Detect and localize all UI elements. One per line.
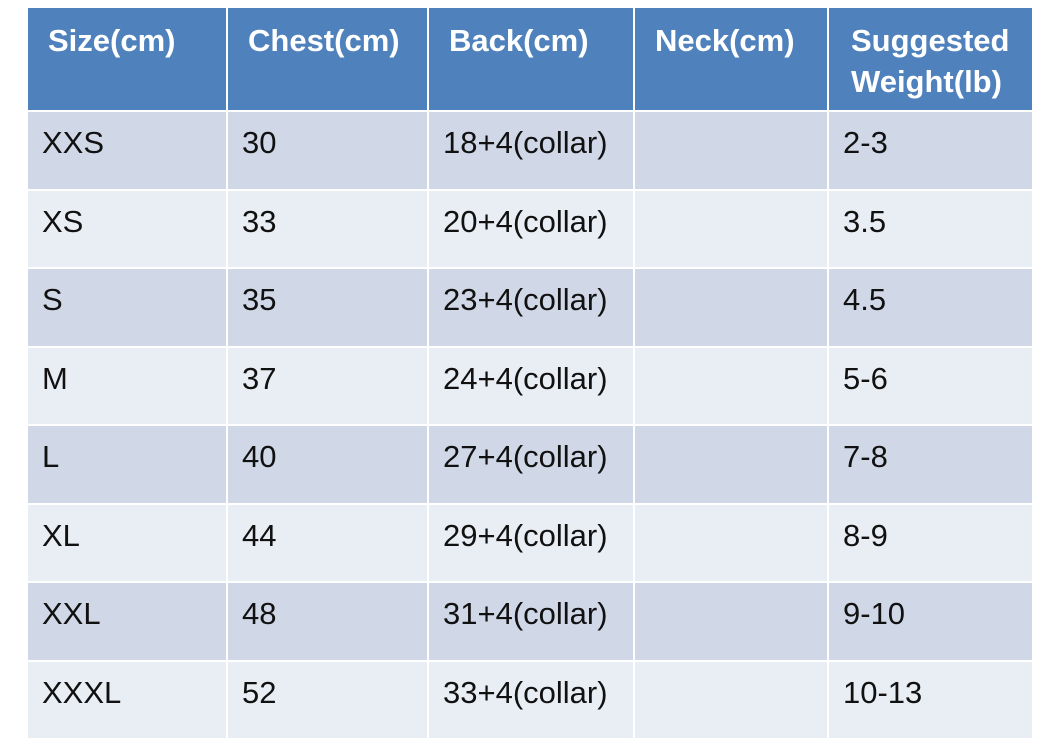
- table-row: S 35 23+4(collar) 4.5: [26, 267, 1034, 348]
- cell-chest: 33: [226, 188, 429, 269]
- cell-weight: 4.5: [827, 267, 1034, 348]
- table-row: L 40 27+4(collar) 7-8: [26, 424, 1034, 505]
- cell-chest: 37: [226, 345, 429, 426]
- cell-back: 31+4(collar): [427, 581, 635, 662]
- table-header: Size(cm) Chest(cm) Back(cm) Neck(cm) Sug…: [26, 6, 1034, 112]
- header-neck: Neck(cm): [633, 6, 829, 112]
- cell-chest: 35: [226, 267, 429, 348]
- header-chest: Chest(cm): [226, 6, 429, 112]
- cell-size: XXL: [26, 581, 228, 662]
- size-chart-table: Size(cm) Chest(cm) Back(cm) Neck(cm) Sug…: [26, 6, 1034, 740]
- cell-size: XXS: [26, 110, 228, 191]
- table-row: M 37 24+4(collar) 5-6: [26, 345, 1034, 426]
- cell-size: M: [26, 345, 228, 426]
- cell-chest: 30: [226, 110, 429, 191]
- cell-size: XXXL: [26, 659, 228, 740]
- cell-weight: 3.5: [827, 188, 1034, 269]
- cell-size: L: [26, 424, 228, 505]
- table-row: XXL 48 31+4(collar) 9-10: [26, 581, 1034, 662]
- table-row: XL 44 29+4(collar) 8-9: [26, 502, 1034, 583]
- cell-back: 27+4(collar): [427, 424, 635, 505]
- table-body: XXS 30 18+4(collar) 2-3 XS 33 20+4(colla…: [26, 110, 1034, 740]
- cell-back: 18+4(collar): [427, 110, 635, 191]
- cell-neck: [633, 188, 829, 269]
- cell-back: 33+4(collar): [427, 659, 635, 740]
- cell-neck: [633, 502, 829, 583]
- header-suggested-weight: Suggested Weight(lb): [827, 6, 1034, 112]
- cell-weight: 7-8: [827, 424, 1034, 505]
- table-row: XS 33 20+4(collar) 3.5: [26, 188, 1034, 269]
- cell-weight: 9-10: [827, 581, 1034, 662]
- cell-weight: 8-9: [827, 502, 1034, 583]
- cell-neck: [633, 345, 829, 426]
- cell-chest: 40: [226, 424, 429, 505]
- cell-weight: 2-3: [827, 110, 1034, 191]
- cell-size: XS: [26, 188, 228, 269]
- cell-chest: 44: [226, 502, 429, 583]
- cell-neck: [633, 659, 829, 740]
- cell-chest: 48: [226, 581, 429, 662]
- cell-chest: 52: [226, 659, 429, 740]
- table-row: XXXL 52 33+4(collar) 10-13: [26, 659, 1034, 740]
- cell-back: 29+4(collar): [427, 502, 635, 583]
- cell-back: 23+4(collar): [427, 267, 635, 348]
- header-row: Size(cm) Chest(cm) Back(cm) Neck(cm) Sug…: [26, 6, 1034, 112]
- cell-neck: [633, 424, 829, 505]
- cell-neck: [633, 110, 829, 191]
- header-size: Size(cm): [26, 6, 228, 112]
- header-back: Back(cm): [427, 6, 635, 112]
- cell-size: S: [26, 267, 228, 348]
- cell-size: XL: [26, 502, 228, 583]
- cell-neck: [633, 267, 829, 348]
- cell-back: 20+4(collar): [427, 188, 635, 269]
- cell-weight: 10-13: [827, 659, 1034, 740]
- cell-back: 24+4(collar): [427, 345, 635, 426]
- cell-weight: 5-6: [827, 345, 1034, 426]
- table-row: XXS 30 18+4(collar) 2-3: [26, 110, 1034, 191]
- cell-neck: [633, 581, 829, 662]
